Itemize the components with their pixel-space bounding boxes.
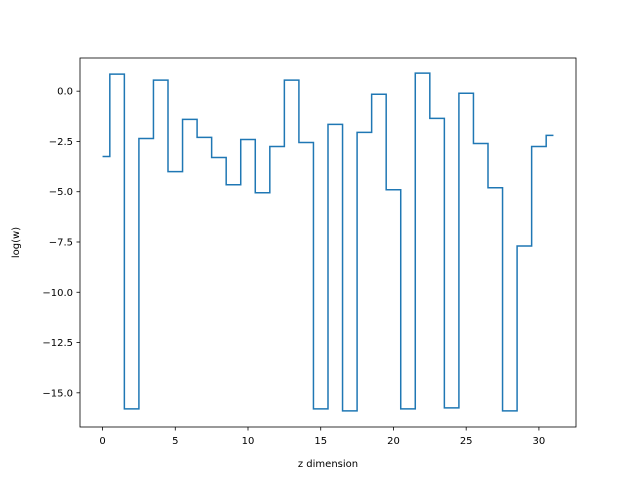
plot-area [102,72,554,412]
y-tick-label: −10.0 [42,288,73,299]
y-tick-label: −5.0 [49,187,73,198]
x-tick-label: 10 [242,436,255,447]
y-tick-label: −15.0 [42,388,73,399]
x-tick-label: 30 [533,436,546,447]
axes-frame [79,57,577,428]
x-axis-label: z dimension [298,459,358,470]
x-tick-label: 15 [314,436,327,447]
x-tick-label: 20 [387,436,400,447]
y-tick-label: −7.5 [49,237,73,248]
axes: 0 5 10 15 20 25 30 0.0 −2.5 −5.0 −7.5 −10.0 −12.5 −15… [42,57,577,447]
x-tick-label: 25 [460,436,473,447]
y-tick-label: −2.5 [49,137,73,148]
x-tick-label: 0 [99,436,105,447]
series-line [102,72,554,412]
y-axis-label: log(w) [11,227,22,258]
x-tick-label: 5 [172,436,178,447]
y-tick-label: 0.0 [57,87,73,98]
y-tick-label: −12.5 [42,338,73,349]
